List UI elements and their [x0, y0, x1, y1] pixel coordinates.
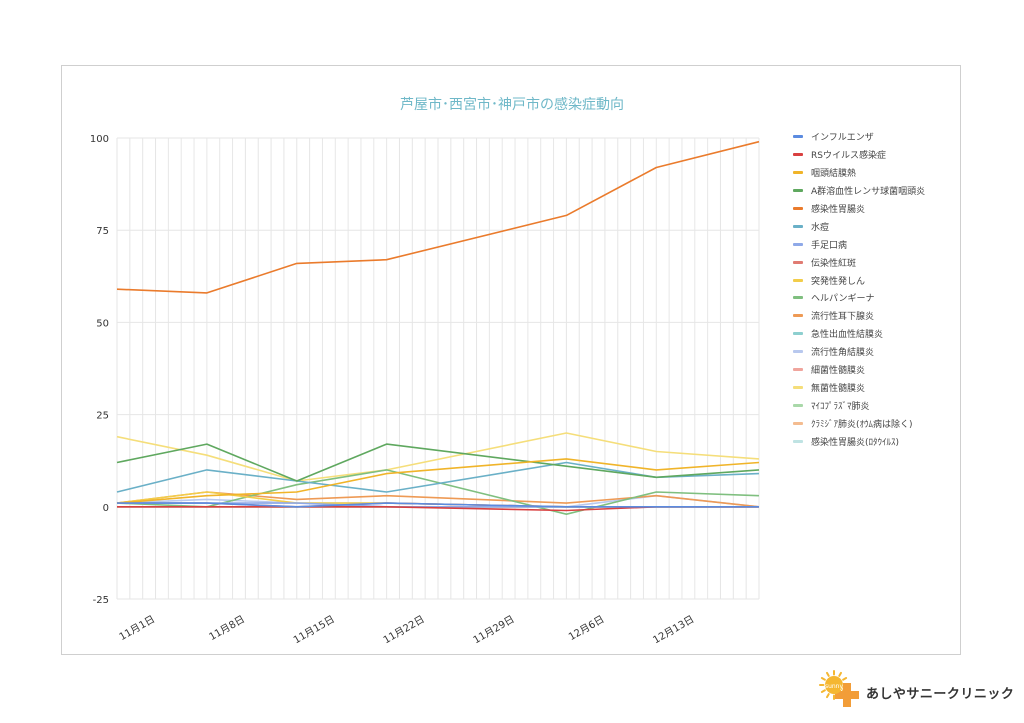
grid-layer	[116, 137, 760, 600]
legend-item[interactable]: 流行性角結膜炎	[793, 343, 993, 361]
sun-ray	[842, 677, 848, 681]
legend-label: 急性出血性結膜炎	[811, 330, 884, 341]
legend-label: 咽頭結膜熱	[811, 169, 857, 180]
legend-label: 感染性胃腸炎(ﾛﾀｳｲﾙｽ)	[811, 437, 900, 448]
legend-label: 感染性胃腸炎	[811, 205, 866, 215]
legend-item[interactable]: 伝染性紅斑	[793, 253, 993, 271]
legend-item[interactable]: 急性出血性結膜炎	[793, 325, 993, 343]
legend-swatch	[793, 224, 803, 228]
sun-ray	[820, 689, 826, 693]
legend-label: 伝染性紅斑	[811, 258, 857, 269]
y-tick-label: 0	[103, 503, 109, 514]
legend-label: 無菌性髄膜炎	[811, 383, 866, 394]
legend-item[interactable]: 感染性胃腸炎	[793, 200, 993, 218]
legend-item[interactable]: 流行性耳下腺炎	[793, 307, 993, 325]
series-line	[117, 502, 759, 508]
legend-item[interactable]: RSウイルス感染症	[793, 146, 993, 164]
legend-item[interactable]: 手足口病	[793, 235, 993, 253]
y-tick-label: -25	[93, 595, 109, 606]
legend-swatch	[793, 368, 803, 372]
legend-label: インフルエンザ	[811, 133, 874, 144]
legend-label: ｸﾗﾐｼﾞｱ肺炎(ｵｳﾑ病は除く)	[811, 419, 913, 430]
legend-swatch	[793, 385, 803, 389]
x-tick-label: 12月6日	[567, 613, 607, 643]
x-tick-label: 11月15日	[291, 613, 336, 646]
legend-item[interactable]: ﾏｲｺﾌﾟﾗｽﾞﾏ肺炎	[793, 396, 993, 414]
x-tick-label: 11月22日	[381, 613, 426, 646]
legend-swatch	[793, 350, 803, 354]
legend-item[interactable]: 水痘	[793, 217, 993, 235]
legend-label: 細菌性髄膜炎	[811, 366, 866, 377]
legend-label: 流行性耳下腺炎	[811, 312, 875, 323]
legend: インフルエンザ RSウイルス感染症 咽頭結膜熱 A群溶血性レンサ球菌咽頭炎 感染性胃腸炎…	[793, 128, 993, 450]
sun-label: sunny	[825, 683, 844, 690]
sun-disc	[825, 676, 843, 694]
x-tick-label: 11月1日	[117, 613, 157, 643]
series-line	[116, 458, 760, 504]
legend-item[interactable]: 咽頭結膜熱	[793, 164, 993, 182]
y-tick-label: 100	[90, 134, 109, 145]
clinic-name: あしやサニークリニック	[866, 686, 1015, 702]
y-axis: -25 0 25 50 75 100	[90, 134, 109, 606]
y-tick-label: 50	[96, 318, 109, 329]
legend-swatch	[793, 314, 803, 318]
x-tick-label: 12月13日	[651, 613, 696, 646]
x-tick-label: 11月29日	[471, 613, 516, 646]
cross-icon-bar	[835, 691, 859, 699]
series-line	[116, 140, 760, 294]
legend-swatch	[793, 260, 803, 264]
clinic-logo: sunny あしやサニークリニック	[818, 668, 1018, 716]
chart-frame	[61, 65, 961, 655]
legend-item[interactable]: 細菌性髄膜炎	[793, 361, 993, 379]
legend-label: 流行性角結膜炎	[811, 348, 875, 359]
legend-swatch	[793, 207, 803, 210]
legend-item[interactable]: インフルエンザ	[793, 128, 993, 146]
legend-swatch	[793, 171, 803, 175]
legend-label: A群溶血性レンサ球菌咽頭炎	[811, 187, 926, 198]
clinic-logo-mark: sunny	[818, 669, 864, 715]
legend-swatch	[793, 153, 803, 157]
legend-item[interactable]: 無菌性髄膜炎	[793, 378, 993, 396]
sun-ray	[820, 677, 826, 681]
legend-item[interactable]: ヘルパンギーナ	[793, 289, 993, 307]
x-tick-label: 11月8日	[207, 613, 247, 643]
x-axis: 11月1日 11月8日 11月15日 11月22日 11月29日 12月6日 12月13日	[117, 613, 696, 646]
legend-item[interactable]: A群溶血性レンサ球菌咽頭炎	[793, 182, 993, 200]
legend-swatch	[793, 421, 803, 425]
legend-swatch	[793, 278, 803, 282]
series-layer	[116, 140, 760, 516]
legend-swatch	[793, 403, 803, 407]
legend-swatch	[793, 439, 803, 443]
legend-label: RSウイルス感染症	[811, 151, 886, 162]
legend-label: ヘルパンギーナ	[811, 294, 875, 305]
legend-item[interactable]: ｸﾗﾐｼﾞｱ肺炎(ｵｳﾑ病は除く)	[793, 414, 993, 432]
sun-ray	[826, 693, 830, 699]
legend-item[interactable]: 感染性胃腸炎(ﾛﾀｳｲﾙｽ)	[793, 432, 993, 450]
legend-label: 突発性発しん	[811, 276, 866, 287]
series-line	[116, 443, 760, 482]
sun-ray	[826, 671, 830, 677]
legend-item[interactable]: 突発性発しん	[793, 271, 993, 289]
legend-swatch	[793, 296, 803, 300]
sun-ray	[838, 671, 842, 677]
legend-swatch	[793, 189, 803, 193]
y-tick-label: 75	[96, 226, 109, 237]
legend-label: 手足口病	[811, 240, 848, 251]
chart-title: 芦屋市･西宮市･神戸市の感染症動向	[400, 96, 624, 113]
legend-label: 水痘	[811, 222, 830, 233]
y-tick-label: 25	[96, 411, 109, 422]
legend-swatch	[793, 242, 803, 246]
legend-swatch	[793, 135, 803, 139]
legend-swatch	[793, 332, 803, 336]
legend-label: ﾏｲｺﾌﾟﾗｽﾞﾏ肺炎	[811, 401, 870, 412]
